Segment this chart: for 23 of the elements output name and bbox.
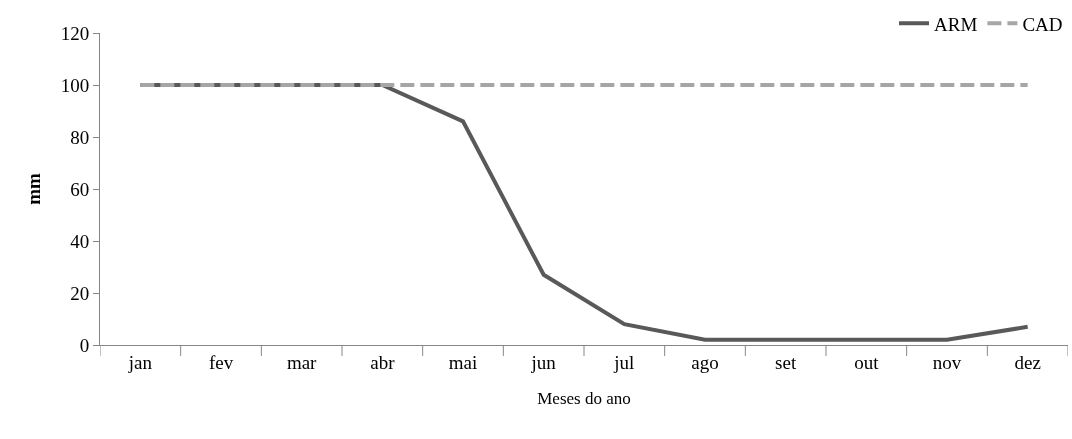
x-tick-label: mar [286,351,318,373]
x-tick-label: jan [127,351,153,373]
y-tick-label: 0 [79,334,90,356]
x-tick-label: jul [613,351,635,373]
y-tick-label: 60 [70,178,90,200]
x-tick-label: jun [530,351,557,373]
y-tick-label: 120 [60,22,90,44]
x-tick-label: dez [1014,351,1041,373]
y-tick-label: 80 [70,126,90,148]
x-tick-label: nov [932,351,962,373]
x-tick-label: abr [370,351,396,373]
x-tick-label: mai [448,351,478,373]
y-axis-title: mm [22,173,44,205]
legend-label: ARM [934,13,978,35]
x-tick-label: out [854,351,880,373]
y-tick-label: 40 [70,230,90,252]
x-tick-label: set [775,351,797,373]
legend-label: CAD [1022,13,1063,35]
y-tick-label: 100 [60,74,90,96]
x-tick-label: ago [691,351,719,373]
y-tick-label: 20 [70,282,90,304]
x-tick-label: fev [208,351,234,373]
x-axis-title: Meses do ano [537,389,631,409]
